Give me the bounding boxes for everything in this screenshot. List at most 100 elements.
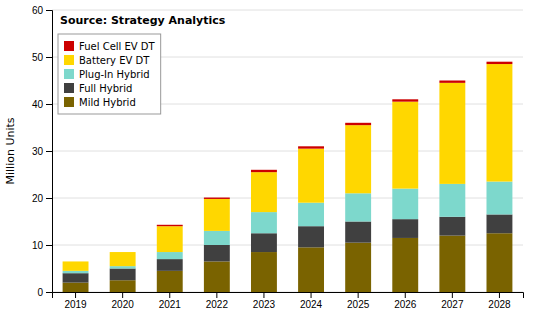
y-tick-label: 10 [32, 240, 44, 251]
bar [439, 184, 465, 217]
series [63, 233, 513, 292]
bar [298, 146, 324, 148]
bar [298, 226, 324, 247]
x-tick-mark [452, 292, 453, 298]
bar [110, 252, 136, 253]
y-axis-title: Million Units [4, 117, 17, 184]
x-tick-mark [169, 292, 170, 298]
x-tick: 2028 [488, 292, 511, 310]
bar [392, 238, 418, 292]
x-tick: 2026 [394, 292, 417, 310]
bar [345, 125, 371, 193]
x-tick-label: 2022 [206, 299, 229, 310]
x-tick-label: 2019 [64, 299, 87, 310]
bar [345, 222, 371, 243]
bar [204, 198, 230, 199]
bar [157, 271, 183, 292]
x-tick: 2024 [300, 292, 323, 310]
y-tick-label: 20 [32, 193, 44, 204]
bar [439, 81, 465, 83]
bar [486, 62, 512, 64]
legend-label: Full Hybrid [79, 83, 132, 94]
bar [157, 226, 183, 252]
bar [439, 83, 465, 184]
legend-label: Plug-In Hybrid [79, 69, 150, 80]
y-axis: 0102030405060 [32, 5, 53, 298]
x-tick-mark [122, 292, 123, 298]
y-tick-mark [46, 292, 52, 293]
x-tick-mark [216, 292, 217, 298]
legend-box [58, 34, 161, 114]
bar [110, 266, 136, 268]
legend-swatch [64, 97, 74, 107]
bar [392, 99, 418, 101]
bar [63, 273, 89, 282]
y-tick: 10 [32, 240, 52, 251]
legend-swatch [64, 83, 74, 93]
bar [157, 259, 183, 271]
bar [110, 269, 136, 281]
bar [157, 225, 183, 226]
x-tick-mark [311, 292, 312, 298]
y-tick-mark [46, 104, 52, 105]
y-tick-label: 30 [32, 146, 44, 157]
y-tick: 30 [32, 146, 52, 157]
bar [251, 233, 277, 252]
x-tick-mark [499, 292, 500, 298]
bar [63, 271, 89, 273]
bars [63, 62, 513, 292]
x-tick-label: 2025 [347, 299, 370, 310]
bar [486, 233, 512, 292]
bar [157, 252, 183, 259]
x-tick: 2020 [112, 292, 135, 310]
y-tick-label: 0 [37, 287, 43, 298]
y-tick-mark [46, 198, 52, 199]
bar [345, 193, 371, 221]
x-tick: 2021 [159, 292, 182, 310]
x-tick-label: 2023 [253, 299, 276, 310]
grid [52, 10, 523, 292]
series [157, 62, 513, 227]
y-tick-label: 60 [32, 5, 44, 16]
bar [439, 236, 465, 292]
legend-label: Battery EV DT [79, 55, 150, 66]
x-tick-mark [405, 292, 406, 298]
series [63, 214, 513, 282]
x-tick-label: 2027 [441, 299, 464, 310]
bar [439, 217, 465, 236]
x-tick-label: 2021 [159, 299, 182, 310]
legend-swatch [64, 55, 74, 65]
x-tick-label: 2020 [112, 299, 135, 310]
bar [63, 261, 89, 262]
legend-label: Fuel Cell EV DT [79, 41, 156, 52]
legend-swatch [64, 69, 74, 79]
bar [251, 170, 277, 172]
x-tick: 2023 [253, 292, 276, 310]
x-tick-label: 2028 [488, 299, 511, 310]
legend-swatch [64, 41, 74, 51]
y-tick-mark [46, 10, 52, 11]
x-tick-mark [75, 292, 76, 298]
bar [392, 219, 418, 238]
bar [486, 64, 512, 182]
annotation: Source: Strategy Analytics [60, 14, 226, 27]
bar [204, 261, 230, 292]
bar [486, 214, 512, 233]
bar [298, 149, 324, 203]
bar [204, 231, 230, 245]
plot: 0102030405060201920202021202220232024202… [32, 5, 524, 310]
y-tick-mark [46, 245, 52, 246]
bar [298, 203, 324, 227]
bar [392, 102, 418, 189]
y-tick: 20 [32, 193, 52, 204]
series [63, 182, 513, 274]
x-tick-mark [358, 292, 359, 298]
bar [392, 189, 418, 220]
x-tick-label: 2024 [300, 299, 323, 310]
y-tick: 0 [37, 287, 52, 298]
y-tick-label: 40 [32, 99, 44, 110]
x-tick: 2027 [441, 292, 464, 310]
y-tick: 60 [32, 5, 52, 16]
y-tick-mark [46, 151, 52, 152]
chart: 0102030405060201920202021202220232024202… [0, 0, 535, 316]
